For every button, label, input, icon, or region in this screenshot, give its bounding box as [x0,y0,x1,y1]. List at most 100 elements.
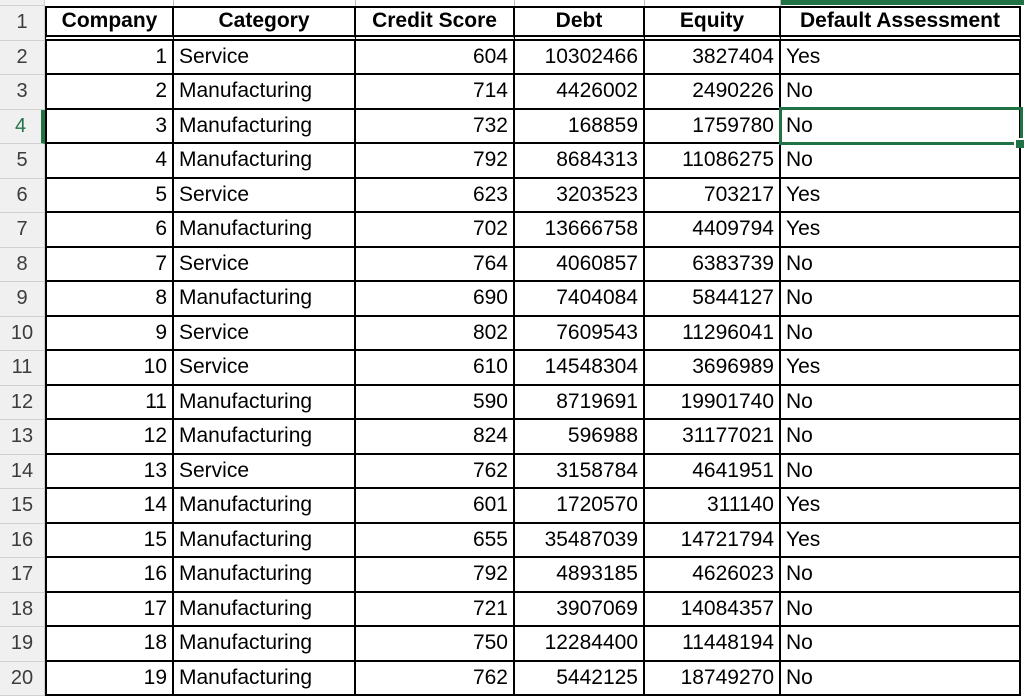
cell-credit-score[interactable]: 750 [356,627,515,662]
cell-default-assessment[interactable]: Yes [781,523,1021,558]
cell-credit-score[interactable]: 610 [356,351,515,386]
cell-default-assessment[interactable]: No [781,627,1021,662]
cell-debt[interactable]: 7404084 [515,282,645,317]
cell-company[interactable]: 3 [45,109,174,144]
cell-credit-score[interactable]: 802 [356,316,515,351]
cell-category[interactable]: Manufacturing [174,109,356,144]
cell-company[interactable]: 10 [45,351,174,386]
cell-equity[interactable]: 2490226 [645,75,781,110]
cell-equity[interactable]: 19901740 [645,385,781,420]
cell-default-assessment[interactable]: No [781,75,1021,110]
cell-company[interactable]: 19 [45,661,174,696]
cell-credit-score[interactable]: 721 [356,592,515,627]
row-number[interactable]: 8 [0,247,45,282]
cell-default-assessment[interactable]: No [781,420,1021,455]
cell-default-assessment[interactable]: No [781,385,1021,420]
cell-default-assessment[interactable]: Yes [781,351,1021,386]
cell-equity[interactable]: 6383739 [645,247,781,282]
cell-category[interactable]: Manufacturing [174,385,356,420]
cell-credit-score[interactable]: 732 [356,109,515,144]
cell-default-assessment[interactable]: Yes [781,178,1021,213]
cell-credit-score[interactable]: 764 [356,247,515,282]
cell-equity[interactable]: 1759780 [645,109,781,144]
cell-equity[interactable]: 14721794 [645,523,781,558]
cell-category[interactable]: Service [174,178,356,213]
cell-equity[interactable]: 4409794 [645,213,781,248]
cell-category[interactable]: Service [174,247,356,282]
cell-credit-score[interactable]: 655 [356,523,515,558]
cell-default-assessment[interactable]: No [781,109,1021,144]
fill-handle[interactable] [1014,138,1024,148]
cell-default-assessment[interactable]: No [781,558,1021,593]
cell-category[interactable]: Service [174,316,356,351]
cell-default-assessment[interactable]: Yes [781,489,1021,524]
cell-company[interactable]: 9 [45,316,174,351]
row-number[interactable]: 12 [0,385,45,420]
cell-credit-score[interactable]: 590 [356,385,515,420]
cell-category[interactable]: Manufacturing [174,213,356,248]
cell-credit-score[interactable]: 714 [356,75,515,110]
row-number[interactable]: 20 [0,661,45,696]
cell-category[interactable]: Manufacturing [174,144,356,179]
cell-equity[interactable]: 3827404 [645,40,781,75]
cell-company[interactable]: 6 [45,213,174,248]
cell-debt[interactable]: 8719691 [515,385,645,420]
cell-company[interactable]: 7 [45,247,174,282]
cell-category[interactable]: Manufacturing [174,282,356,317]
cell-debt[interactable]: 1720570 [515,489,645,524]
cell-equity[interactable]: 11448194 [645,627,781,662]
cell-category[interactable]: Service [174,40,356,75]
cell-equity[interactable]: 31177021 [645,420,781,455]
cell-debt[interactable]: 4893185 [515,558,645,593]
row-number[interactable]: 6 [0,178,45,213]
row-number[interactable]: 16 [0,523,45,558]
cell-company[interactable]: 12 [45,420,174,455]
row-number[interactable]: 3 [0,75,45,110]
cell-equity[interactable]: 11086275 [645,144,781,179]
cell-category[interactable]: Manufacturing [174,592,356,627]
cell-company[interactable]: 8 [45,282,174,317]
row-number[interactable]: 11 [0,351,45,386]
cell-credit-score[interactable]: 792 [356,144,515,179]
cell-equity[interactable]: 4626023 [645,558,781,593]
cell-debt[interactable]: 3203523 [515,178,645,213]
header-debt[interactable]: Debt [515,6,645,41]
cell-default-assessment[interactable]: Yes [781,40,1021,75]
cell-company[interactable]: 16 [45,558,174,593]
cell-category[interactable]: Manufacturing [174,420,356,455]
cell-category[interactable]: Service [174,454,356,489]
header-equity[interactable]: Equity [645,6,781,41]
cell-default-assessment[interactable]: No [781,661,1021,696]
header-credit-score[interactable]: Credit Score [356,6,515,41]
cell-category[interactable]: Manufacturing [174,558,356,593]
cell-company[interactable]: 17 [45,592,174,627]
cell-category[interactable]: Manufacturing [174,627,356,662]
cell-credit-score[interactable]: 792 [356,558,515,593]
cell-equity[interactable]: 703217 [645,178,781,213]
cell-debt[interactable]: 35487039 [515,523,645,558]
cell-equity[interactable]: 4641951 [645,454,781,489]
cell-debt[interactable]: 8684313 [515,144,645,179]
cell-company[interactable]: 4 [45,144,174,179]
cell-category[interactable]: Manufacturing [174,75,356,110]
cell-equity[interactable]: 18749270 [645,661,781,696]
cell-debt[interactable]: 4060857 [515,247,645,282]
cell-debt[interactable]: 12284400 [515,627,645,662]
row-number[interactable]: 14 [0,454,45,489]
cell-category[interactable]: Manufacturing [174,523,356,558]
row-number[interactable]: 15 [0,489,45,524]
row-number[interactable]: 18 [0,592,45,627]
cell-company[interactable]: 2 [45,75,174,110]
row-number[interactable]: 13 [0,420,45,455]
cell-company[interactable]: 14 [45,489,174,524]
cell-category[interactable]: Manufacturing [174,661,356,696]
cell-category[interactable]: Service [174,351,356,386]
cell-debt[interactable]: 3158784 [515,454,645,489]
cell-equity[interactable]: 11296041 [645,316,781,351]
cell-debt[interactable]: 4426002 [515,75,645,110]
cell-debt[interactable]: 3907069 [515,592,645,627]
header-category[interactable]: Category [174,6,356,41]
cell-company[interactable]: 5 [45,178,174,213]
cell-debt[interactable]: 5442125 [515,661,645,696]
cell-debt[interactable]: 596988 [515,420,645,455]
